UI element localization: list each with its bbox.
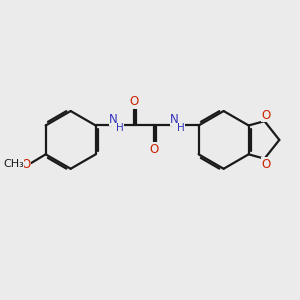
Text: O: O [261, 158, 271, 171]
Text: CH₃: CH₃ [3, 159, 24, 170]
Text: O: O [261, 109, 271, 122]
Text: H: H [177, 123, 185, 134]
Text: O: O [130, 95, 139, 108]
Text: H: H [116, 123, 124, 134]
Text: N: N [109, 112, 118, 126]
Text: N: N [170, 112, 179, 126]
Text: O: O [21, 158, 31, 171]
Text: O: O [149, 142, 159, 156]
